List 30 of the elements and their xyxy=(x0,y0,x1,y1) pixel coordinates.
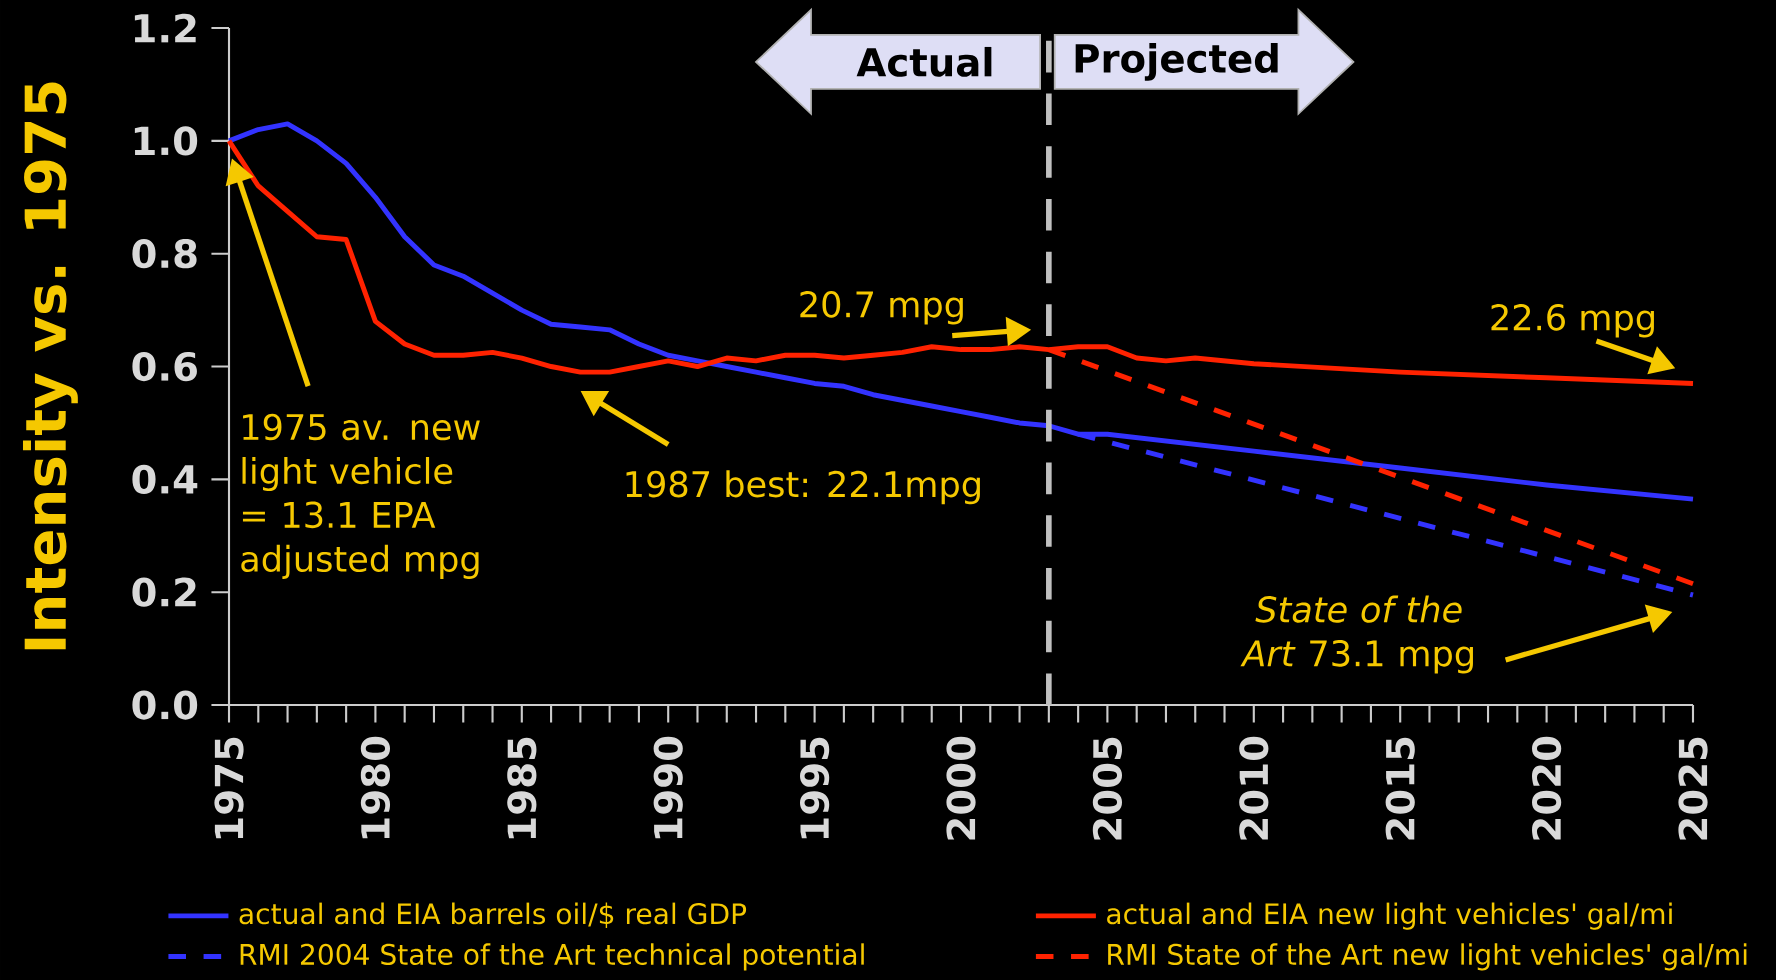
x-tick-label: 1975 xyxy=(214,737,244,839)
annotation: 1975 av. new light vehicle = 13.1 EPA adjusted mpg xyxy=(241,413,480,579)
legend-label: actual and EIA new light vehicles' gal/mi xyxy=(1107,902,1672,930)
annotation: State of the Art 73.1 mpg xyxy=(1240,595,1473,674)
y-tick-label: 0.2 xyxy=(132,577,196,607)
x-tick-label: 2010 xyxy=(1239,736,1269,840)
y-tick-label: 1.0 xyxy=(134,126,198,156)
x-tick-label: 1980 xyxy=(360,736,391,839)
legend-label: RMI State of the Art new light vehicles' gal/mi xyxy=(1108,943,1747,971)
y-tick-label: 0.8 xyxy=(132,239,197,269)
x-tick-label: 2000 xyxy=(946,736,976,840)
annotation: 22.6 mpg xyxy=(1491,304,1654,338)
x-tick-label: 2005 xyxy=(1092,737,1123,840)
annotation: 1987 best: 22.1mpg xyxy=(626,470,980,505)
y-axis-title: Intensity vs. 1975 xyxy=(22,82,78,650)
x-tick-label: 2015 xyxy=(1385,737,1415,840)
x-tick-label: 2020 xyxy=(1532,736,1562,840)
legend-label: actual and EIA barrels oil/$ real GDP xyxy=(239,902,747,929)
y-tick-label: 1.2 xyxy=(134,13,196,43)
x-tick-label: 1985 xyxy=(507,737,537,839)
x-tick-label: 1995 xyxy=(799,737,830,839)
y-tick-label: 0.6 xyxy=(132,351,197,382)
x-tick-label: 1990 xyxy=(653,736,683,839)
annotation: Actual xyxy=(856,46,992,77)
y-tick-label: 0.4 xyxy=(132,464,198,494)
annotation: 20.7 mpg xyxy=(800,291,963,325)
legend-label: RMI 2004 State of the Art technical potential xyxy=(240,943,864,971)
x-tick-label: 2025 xyxy=(1678,737,1708,840)
annotation: Projected xyxy=(1075,43,1278,81)
y-tick-label: 0.0 xyxy=(132,690,198,720)
